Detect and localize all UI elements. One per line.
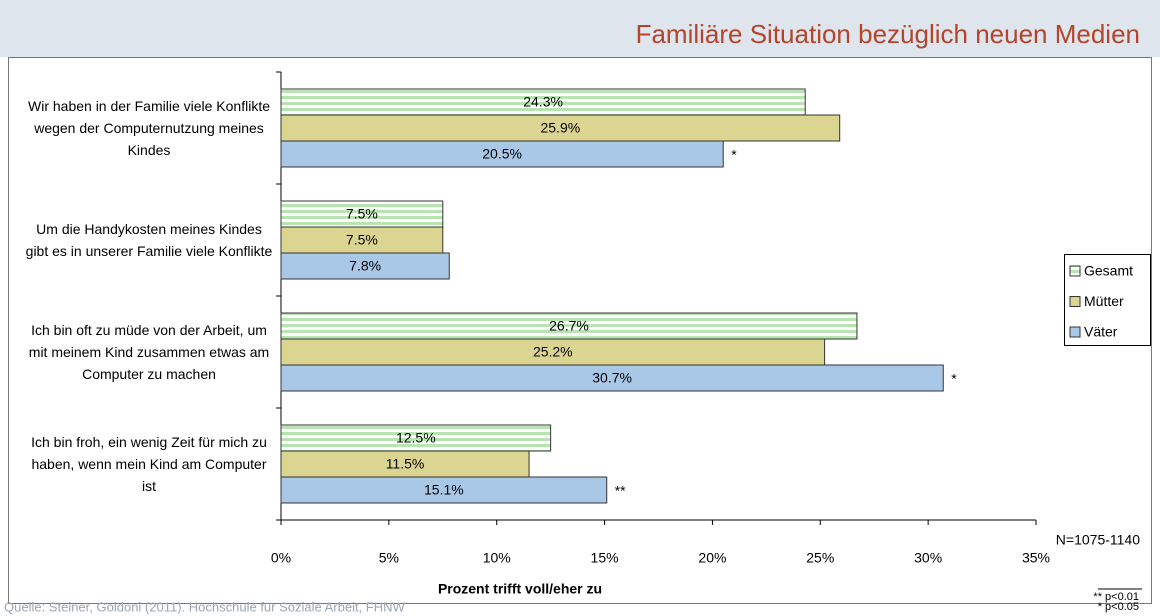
bar xyxy=(280,226,444,254)
bar xyxy=(280,338,826,366)
x-tick-label: 25% xyxy=(806,550,834,566)
source: Quelle: Steiner, Goldoni (2011). Hochsch… xyxy=(4,599,406,614)
x-tick-label: 10% xyxy=(483,550,511,566)
significance-marker: * xyxy=(731,147,737,163)
bar xyxy=(280,252,450,280)
x-tick-label: 0% xyxy=(271,550,291,566)
legend-label: Mütter xyxy=(1084,293,1124,309)
legend-swatch xyxy=(1069,296,1081,307)
chart-title: Familiäre Situation bezüglich neuen Medi… xyxy=(636,19,1140,49)
x-tick-label: 15% xyxy=(591,550,619,566)
category-label: Um die Handykosten meines Kindes gibt es… xyxy=(25,221,273,259)
bar xyxy=(280,424,552,452)
legend-label: Gesamt xyxy=(1084,263,1133,279)
significance-marker: ** xyxy=(615,483,626,499)
value-label: 11.5% xyxy=(386,456,425,472)
bar xyxy=(280,364,944,392)
category-label: Ich bin froh, ein wenig Zeit für mich zu… xyxy=(31,434,267,494)
bar xyxy=(280,114,841,142)
header-band xyxy=(0,0,1160,57)
bar xyxy=(280,476,608,504)
value-label: 30.7% xyxy=(592,370,632,386)
x-tick-label: 35% xyxy=(1022,550,1050,566)
legend-label: Väter xyxy=(1084,324,1118,340)
value-label: 7.5% xyxy=(346,232,378,248)
category-label: Wir haben in der Familie viele Konflikte… xyxy=(28,98,270,158)
bar xyxy=(280,450,530,478)
value-label: 26.7% xyxy=(549,318,589,334)
annotation: N=1075-1140 xyxy=(1056,532,1140,548)
value-label: 25.9% xyxy=(540,120,580,136)
x-tick-label: 5% xyxy=(379,550,399,566)
legend-swatch xyxy=(1069,326,1081,338)
significance-marker: * xyxy=(951,371,957,387)
category-label: Ich bin oft zu müde von der Arbeit, um m… xyxy=(28,322,270,382)
legend-swatch xyxy=(1069,265,1081,277)
value-label: 24.3% xyxy=(523,94,563,110)
footnote: * p<0.05 xyxy=(1098,601,1139,613)
value-label: 15.1% xyxy=(424,482,464,498)
value-label: 20.5% xyxy=(482,146,522,162)
value-label: 12.5% xyxy=(396,430,436,446)
x-axis-label: Prozent trifft voll/eher zu xyxy=(438,581,602,597)
x-tick-label: 30% xyxy=(914,550,942,566)
value-label: 7.5% xyxy=(346,206,378,222)
footnote: ** p<0.01 xyxy=(1093,591,1139,603)
value-label: 25.2% xyxy=(533,344,573,360)
x-tick-label: 20% xyxy=(698,550,726,566)
bar xyxy=(280,140,724,168)
bar xyxy=(280,312,858,340)
value-label: 7.8% xyxy=(349,258,381,274)
